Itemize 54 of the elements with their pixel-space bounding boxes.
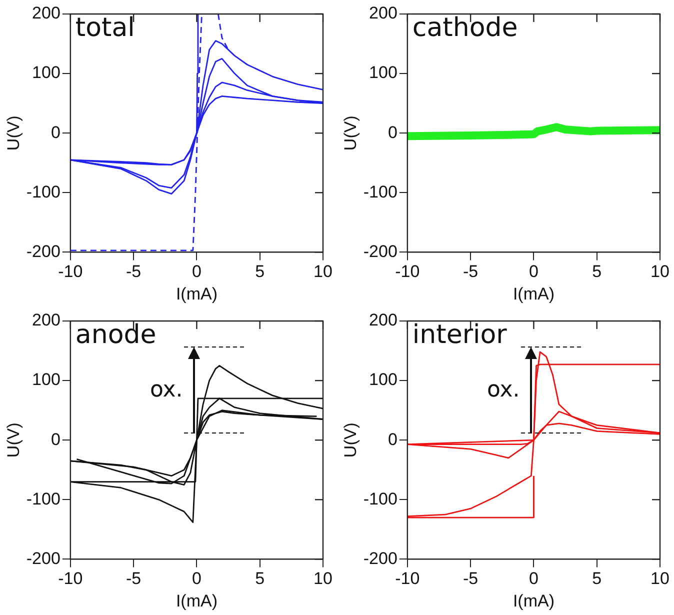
x-tick-label: 10 <box>650 262 670 282</box>
x-tick-label: -10 <box>58 569 83 588</box>
x-axis-title: I(mA) <box>512 284 554 304</box>
x-tick-label: -10 <box>58 262 83 282</box>
x-tick-label: 10 <box>314 569 332 588</box>
x-tick-label: 0 <box>528 262 538 282</box>
y-tick-label: -200 <box>363 548 398 568</box>
x-tick-label: -5 <box>463 262 478 282</box>
x-tick-label: 0 <box>192 569 202 588</box>
x-tick-label: -5 <box>126 569 142 588</box>
y-tick-label: 0 <box>50 430 60 449</box>
x-tick-label: 5 <box>592 569 602 588</box>
y-tick-label: -100 <box>363 489 398 508</box>
y-axis-title: U(V) <box>4 116 23 151</box>
y-tick-label: 0 <box>50 122 60 142</box>
y-tick-label: -200 <box>363 242 398 261</box>
y-tick-label: 100 <box>369 370 398 390</box>
y-tick-label: 100 <box>32 370 60 390</box>
y-tick-label: 200 <box>32 4 60 23</box>
y-tick-label: -200 <box>26 242 60 261</box>
x-tick-label: -5 <box>463 569 478 588</box>
y-tick-label: 200 <box>32 310 60 330</box>
y-tick-label: -200 <box>26 548 60 568</box>
chart-title: interior <box>412 320 508 350</box>
x-tick-label: 0 <box>528 569 538 588</box>
x-tick-label: 0 <box>192 262 202 282</box>
y-tick-label: -100 <box>26 489 60 508</box>
annotation: ox. <box>150 378 183 403</box>
x-tick-label: -10 <box>395 262 420 282</box>
chart-title: cathode <box>412 12 518 43</box>
x-axis-title: I(mA) <box>512 591 554 610</box>
y-tick-label: 0 <box>388 430 398 449</box>
y-tick-label: -100 <box>26 182 60 202</box>
y-tick-label: 200 <box>369 310 398 330</box>
x-tick-label: 10 <box>314 262 332 282</box>
y-tick-label: 0 <box>388 122 398 142</box>
x-tick-label: 5 <box>592 262 602 282</box>
y-tick-label: 100 <box>369 63 398 82</box>
x-axis-title: I(mA) <box>176 591 218 610</box>
annotation: ox. <box>486 378 520 403</box>
y-axis-title: U(V) <box>4 422 23 458</box>
chart-title: total <box>75 12 135 43</box>
chart-title: anode <box>75 320 156 350</box>
y-axis-title: U(V) <box>340 422 360 458</box>
y-tick-label: 100 <box>32 63 60 82</box>
y-tick-label: 200 <box>369 4 398 23</box>
x-tick-label: 5 <box>255 569 265 588</box>
x-tick-label: 10 <box>650 569 670 588</box>
y-tick-label: -100 <box>363 182 398 202</box>
x-tick-label: -5 <box>126 262 142 282</box>
x-axis-title: I(mA) <box>176 284 218 304</box>
y-axis-title: U(V) <box>340 116 360 151</box>
x-tick-label: 5 <box>255 262 265 282</box>
x-tick-label: -10 <box>395 569 420 588</box>
